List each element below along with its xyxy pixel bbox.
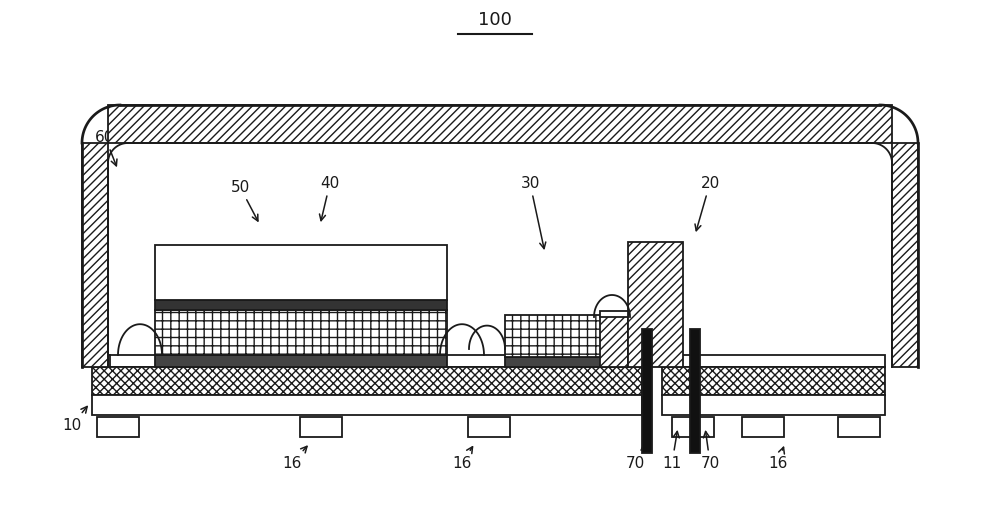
Bar [690,329,700,453]
Text: 40: 40 [319,175,340,220]
Bar [742,417,784,437]
Text: 60: 60 [95,130,117,166]
Bar [155,355,447,367]
Text: 16: 16 [452,447,473,470]
Bar [642,329,652,453]
Bar [628,242,683,367]
Bar [662,355,885,367]
Bar [505,315,627,357]
Text: 80: 80 [82,163,108,216]
Bar [155,310,447,355]
Bar [92,395,642,415]
Text: 50: 50 [230,180,258,221]
Bar [892,143,918,367]
Bar [600,311,628,317]
Bar [662,367,885,395]
Text: 30: 30 [520,175,546,249]
Text: 100: 100 [478,11,512,29]
Bar [300,417,342,437]
Text: 10: 10 [62,406,87,433]
Text: 20: 20 [695,175,720,230]
Bar [600,315,628,367]
Text: 16: 16 [282,446,307,470]
Bar [108,105,892,143]
Text: 70: 70 [700,432,720,470]
Bar [92,355,110,367]
Text: 70: 70 [625,431,650,470]
Bar [505,357,627,367]
Bar [662,395,885,415]
Bar [92,367,642,395]
Bar [838,417,880,437]
Bar [92,355,642,367]
Bar [155,245,447,300]
Bar [97,417,139,437]
Bar [82,143,108,367]
Text: 16: 16 [768,447,788,470]
Bar [468,417,510,437]
Text: 11: 11 [662,432,682,470]
Bar [672,417,714,437]
Bar [155,300,447,310]
